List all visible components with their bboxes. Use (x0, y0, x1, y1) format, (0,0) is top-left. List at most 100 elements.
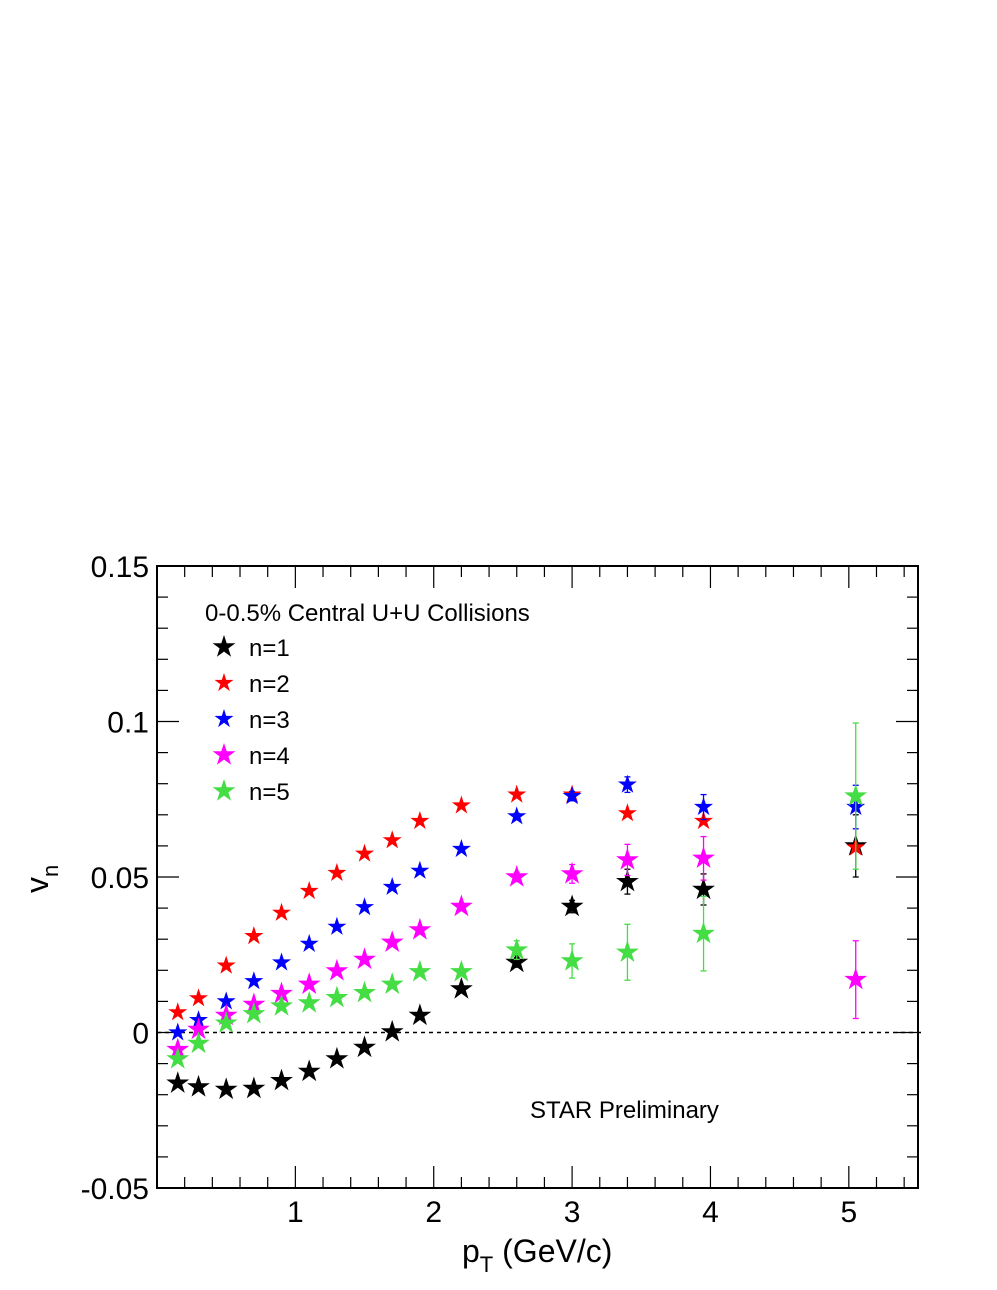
x-tick-label: 5 (840, 1196, 857, 1229)
data-point (507, 784, 527, 803)
data-point (270, 994, 293, 1016)
data-point (382, 877, 402, 895)
x-tick-label: 4 (702, 1196, 719, 1229)
data-point (187, 1031, 210, 1054)
legend-label-n=1: n=1 (249, 635, 290, 662)
data-point (450, 977, 473, 999)
data-point (297, 972, 321, 994)
x-tick-label: 3 (564, 1196, 581, 1229)
data-point (299, 881, 319, 900)
y-tick-label: 0.1 (107, 707, 149, 740)
data-point (560, 949, 584, 971)
data-point (408, 917, 432, 940)
legend-label-n=5: n=5 (249, 779, 290, 806)
data-point (560, 894, 584, 917)
data-point (168, 1022, 188, 1041)
x-tick-label: 2 (425, 1196, 442, 1229)
data-point (214, 1077, 238, 1100)
data-point (617, 774, 637, 793)
legend-marker-n=3 (214, 709, 234, 728)
data-point (505, 950, 529, 973)
data-point (216, 991, 236, 1010)
x-tick-label: 1 (287, 1196, 304, 1229)
data-point (166, 1046, 190, 1069)
x-axis-label: pT (GeV/c) (462, 1233, 612, 1277)
data-point (408, 1003, 432, 1026)
data-point (562, 786, 582, 805)
data-point (410, 811, 430, 830)
y-tick-label: 0.15 (91, 551, 149, 584)
legend: n=1 n=2 n=3 n=4 n=5 (212, 635, 290, 806)
data-point (299, 933, 319, 952)
y-tick-label: 0 (132, 1018, 149, 1051)
data-point (187, 1017, 210, 1040)
data-point (214, 1011, 238, 1033)
data-point (216, 955, 236, 974)
data-point (451, 839, 471, 858)
data-point (616, 847, 639, 870)
legend-marker-n=4 (212, 743, 236, 765)
series-n=5 (166, 722, 868, 1069)
data-point (270, 1068, 293, 1091)
data-point (270, 981, 293, 1004)
legend-label-n=2: n=2 (249, 671, 290, 698)
x-axis-label-rest: (GeV/c) (493, 1233, 612, 1269)
y-tick-label: 0.05 (91, 862, 149, 895)
data-point (505, 865, 529, 887)
data-point (505, 938, 529, 960)
data-point (353, 947, 376, 970)
legend-marker-n=1 (212, 635, 236, 657)
data-point (187, 1074, 210, 1097)
data-point (355, 897, 375, 916)
data-point (189, 988, 208, 1007)
data-point (242, 1001, 266, 1024)
data-point (272, 902, 291, 921)
data-point (327, 863, 347, 881)
data-point (168, 1002, 188, 1021)
data-point (244, 971, 264, 990)
series-n=3 (168, 774, 866, 1041)
data-point (692, 921, 715, 944)
legend-marker-n=2 (214, 673, 234, 692)
data-point (380, 972, 404, 994)
y-axis-label-sub: n (38, 865, 63, 877)
data-point (844, 784, 868, 806)
data-point (297, 1059, 321, 1082)
legend-marker-n=5 (212, 779, 236, 801)
data-point (382, 830, 402, 849)
data-point (272, 952, 291, 971)
y-tick-label: -0.05 (81, 1173, 149, 1206)
data-point (616, 869, 639, 892)
data-point (410, 860, 430, 879)
data-point (353, 980, 376, 1003)
data-point (451, 795, 471, 814)
legend-title: 0-0.5% Central U+U Collisions (205, 600, 530, 627)
data-point (244, 926, 264, 945)
star-preliminary-annotation: STAR Preliminary (530, 1097, 719, 1124)
data-point (380, 930, 404, 952)
data-point (692, 877, 715, 900)
data-point (616, 940, 639, 962)
data-point (450, 894, 473, 917)
data-point (242, 1076, 266, 1099)
data-point (560, 861, 584, 884)
data-point (380, 1019, 404, 1042)
x-axis-label-sub: T (480, 1252, 493, 1277)
y-axis-label: vn (19, 865, 63, 893)
legend-label-n=3: n=3 (249, 707, 290, 734)
data-point (166, 1071, 190, 1093)
data-point (844, 967, 868, 990)
data-point (617, 803, 637, 822)
data-point (450, 959, 473, 982)
y-axis-label-main: v (19, 877, 55, 893)
data-point (325, 958, 349, 981)
data-point (353, 1035, 376, 1058)
data-point (355, 843, 375, 862)
data-point (325, 985, 349, 1008)
data-point (325, 1046, 349, 1069)
data-point (408, 959, 432, 982)
legend-label-n=4: n=4 (249, 743, 290, 770)
data-point (694, 797, 713, 816)
data-point (327, 916, 347, 935)
